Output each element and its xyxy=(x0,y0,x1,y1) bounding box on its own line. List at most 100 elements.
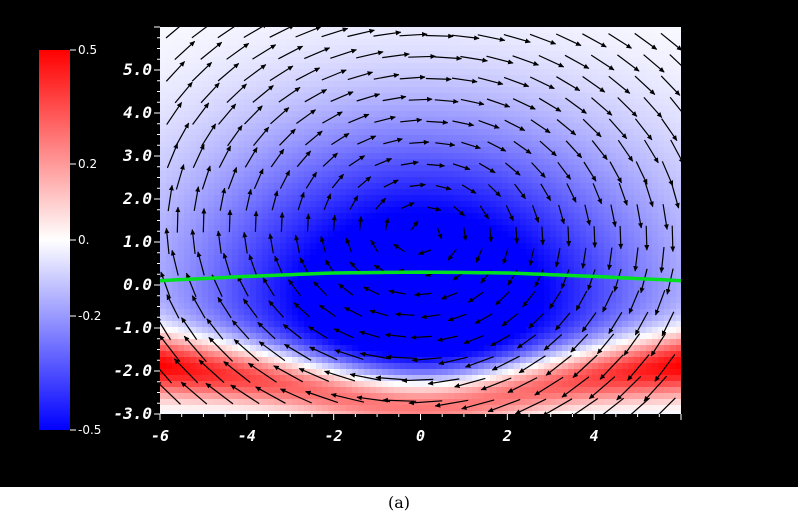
heatmap-cell xyxy=(598,267,605,274)
heatmap-cell xyxy=(334,351,341,358)
heatmap-cell xyxy=(526,111,533,118)
heatmap-cell xyxy=(220,333,227,340)
heatmap-cell xyxy=(412,123,419,130)
heatmap-cell xyxy=(562,75,569,82)
heatmap-cell xyxy=(256,177,263,184)
heatmap-cell xyxy=(196,93,203,100)
heatmap-cell xyxy=(292,213,299,220)
heatmap-cell xyxy=(304,39,311,46)
heatmap-cell xyxy=(586,39,593,46)
heatmap-cell xyxy=(442,93,449,100)
heatmap-cell xyxy=(478,45,485,52)
heatmap-cell xyxy=(232,129,239,136)
heatmap-cell xyxy=(400,99,407,106)
heatmap-cell xyxy=(442,171,449,178)
heatmap-cell xyxy=(538,159,545,166)
heatmap-cell xyxy=(262,225,269,232)
heatmap-cell xyxy=(244,81,251,88)
heatmap-cell xyxy=(604,183,611,190)
heatmap-cell xyxy=(190,87,197,94)
heatmap-cell xyxy=(556,303,563,310)
heatmap-cell xyxy=(586,99,593,106)
heatmap-cell xyxy=(538,183,545,190)
heatmap-cell xyxy=(652,27,659,34)
heatmap-cell xyxy=(376,39,383,46)
heatmap-cell xyxy=(352,231,359,238)
heatmap-cell xyxy=(220,357,227,364)
heatmap-cell xyxy=(550,111,557,118)
heatmap-cell xyxy=(190,45,197,52)
heatmap-cell xyxy=(418,279,425,286)
heatmap-cell xyxy=(160,363,167,370)
heatmap-cell xyxy=(268,189,275,196)
heatmap-cell xyxy=(322,123,329,130)
heatmap-cell xyxy=(574,177,581,184)
heatmap-cell xyxy=(502,45,509,52)
heatmap-cell xyxy=(274,81,281,88)
heatmap-cell xyxy=(202,369,209,376)
heatmap-cell xyxy=(316,105,323,112)
heatmap-cell xyxy=(256,117,263,124)
heatmap-cell xyxy=(610,39,617,46)
heatmap-cell xyxy=(364,183,371,190)
heatmap-cell xyxy=(268,165,275,172)
heatmap-cell xyxy=(352,39,359,46)
heatmap-cell xyxy=(376,111,383,118)
heatmap-cell xyxy=(664,177,671,184)
heatmap-cell xyxy=(298,345,305,352)
heatmap-cell xyxy=(172,255,179,262)
heatmap-cell xyxy=(436,135,443,142)
heatmap-cell xyxy=(220,141,227,148)
heatmap-cell xyxy=(508,321,515,328)
heatmap-cell xyxy=(340,255,347,262)
heatmap-cell xyxy=(292,279,299,286)
heatmap-cell xyxy=(616,309,623,316)
heatmap-cell xyxy=(268,339,275,346)
heatmap-cell xyxy=(274,231,281,238)
heatmap-cell xyxy=(160,165,167,172)
heatmap-cell xyxy=(340,309,347,316)
heatmap-cell xyxy=(652,39,659,46)
heatmap-cell xyxy=(604,363,611,370)
heatmap-cell xyxy=(580,69,587,76)
heatmap-cell xyxy=(232,27,239,34)
heatmap-cell xyxy=(652,183,659,190)
heatmap-cell xyxy=(472,243,479,250)
heatmap-cell xyxy=(382,297,389,304)
heatmap-cell xyxy=(424,45,431,52)
heatmap-cell xyxy=(220,339,227,346)
heatmap-cell xyxy=(208,33,215,40)
heatmap-cell xyxy=(328,219,335,226)
heatmap-cell xyxy=(184,141,191,148)
heatmap-cell xyxy=(538,111,545,118)
heatmap-cell xyxy=(244,57,251,64)
heatmap-cell xyxy=(538,243,545,250)
heatmap-cell xyxy=(244,117,251,124)
heatmap-cell xyxy=(352,141,359,148)
heatmap-cell xyxy=(556,117,563,124)
heatmap-cell xyxy=(550,75,557,82)
heatmap-cell xyxy=(544,219,551,226)
heatmap-cell xyxy=(250,225,257,232)
heatmap-cell xyxy=(418,225,425,232)
heatmap-cell xyxy=(496,327,503,334)
heatmap-cell xyxy=(514,99,521,106)
heatmap-cell xyxy=(382,243,389,250)
heatmap-cell xyxy=(394,297,401,304)
heatmap-cell xyxy=(172,351,179,358)
heatmap-cell xyxy=(574,195,581,202)
heatmap-cell xyxy=(400,219,407,226)
heatmap-cell xyxy=(208,207,215,214)
heatmap-cell xyxy=(196,129,203,136)
heatmap-cell xyxy=(166,303,173,310)
heatmap-cell xyxy=(256,147,263,154)
heatmap-cell xyxy=(580,117,587,124)
heatmap-cell xyxy=(484,255,491,262)
heatmap-cell xyxy=(160,357,167,364)
heatmap-cell xyxy=(550,165,557,172)
heatmap-cell xyxy=(304,57,311,64)
heatmap-cell xyxy=(316,369,323,376)
heatmap-cell xyxy=(226,135,233,142)
heatmap-cell xyxy=(508,45,515,52)
heatmap-cell xyxy=(436,141,443,148)
